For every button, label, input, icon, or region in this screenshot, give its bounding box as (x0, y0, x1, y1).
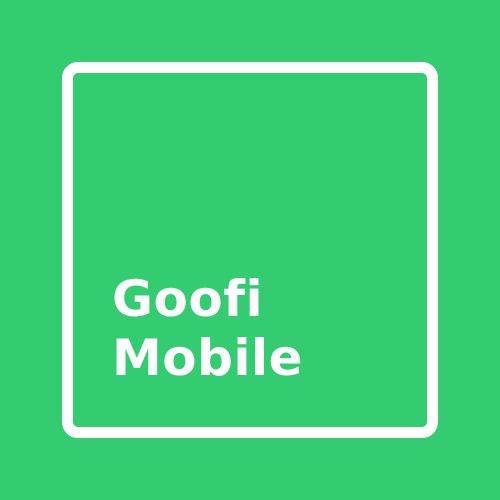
logo-line-mobile: Mobile (112, 329, 304, 387)
logo-frame (62, 62, 438, 438)
logo-line-goofi: Goofi (112, 270, 264, 328)
logo-wordmark: Goofi Mobile (112, 270, 303, 388)
